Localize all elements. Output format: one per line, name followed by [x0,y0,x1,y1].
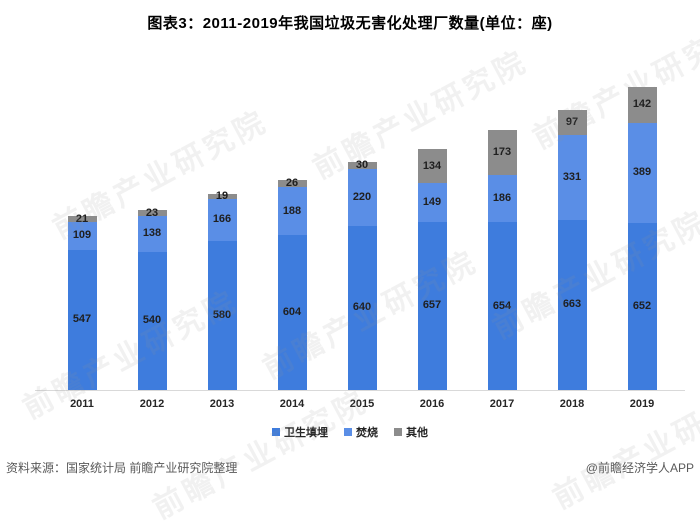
bar-value-label: 580 [212,309,232,322]
bar-column-2013: 580 166 19 [187,55,257,390]
bar-segment-焚烧: 109 [67,221,97,250]
x-tick-label-2011: 2011 [70,398,94,410]
bar-value-label: 109 [72,229,92,242]
bar-value-label: 166 [212,213,232,226]
bar-value-label: 604 [282,306,302,319]
bar-column-2015: 640 220 30 [327,55,397,390]
bar-value-label: 26 [285,177,299,190]
x-axis-line [35,390,685,391]
legend-item-卫生填埋: 卫生填埋 [272,424,328,440]
bar-value-label: 220 [352,191,372,204]
chart-legend: 卫生填埋 焚烧 其他 [0,424,700,440]
bar-value-label: 657 [422,299,442,312]
bar-value-label: 149 [422,195,442,208]
stacked-bar-2018: 663 331 97 [557,110,587,390]
bar-segment-卫生填埋: 663 [557,219,587,390]
bar-segment-焚烧: 188 [277,186,307,236]
bar-value-label: 134 [422,159,442,172]
bar-segment-卫生填埋: 540 [137,251,167,390]
bar-value-label: 30 [355,159,369,172]
bar-value-label: 540 [142,314,162,327]
chart-title: 图表3：2011-2019年我国垃圾无害化处理厂数量(单位：座) [147,15,553,32]
plot-area: 547 109 21 540 138 23 580 166 19 604 188 26 640 220 30… [47,55,677,390]
bar-value-label: 652 [632,299,652,312]
x-tick-label-2018: 2018 [559,398,585,410]
bar-value-label: 640 [352,301,372,314]
bar-segment-焚烧: 138 [137,216,167,252]
bar-segment-其他: 26 [277,177,307,190]
bar-value-label: 173 [492,145,512,158]
bar-value-label: 138 [142,227,162,240]
bar-column-2011: 547 109 21 [47,55,117,390]
x-tick-label-2016: 2016 [419,398,445,410]
stacked-bar-2019: 652 389 142 [627,86,657,390]
stacked-bar-2016: 657 149 134 [417,148,447,390]
bar-value-label: 188 [282,204,302,217]
legend-item-焚烧: 焚烧 [344,424,378,440]
x-axis-labels: 2011 2012 2013 2014 2015 2016 2017 2018 2019 [47,398,677,410]
bar-value-label: 654 [492,299,512,312]
legend-label: 焚烧 [356,427,378,439]
stacked-bar-2012: 540 138 23 [137,206,167,390]
bar-value-label: 389 [632,166,652,179]
bar-segment-卫生填埋: 657 [417,221,447,390]
bar-column-2016: 657 149 134 [397,55,467,390]
legend-swatch-icon [344,428,352,436]
stacked-bar-2015: 640 220 30 [347,159,377,390]
credit-note: @前瞻经济学人APP [585,461,694,475]
legend-swatch-icon [272,428,280,436]
bar-column-2012: 540 138 23 [117,55,187,390]
x-tick-label-2015: 2015 [349,398,375,410]
bar-value-label: 547 [72,313,92,326]
bar-column-2014: 604 188 26 [257,55,327,390]
bar-segment-其他: 97 [557,110,587,136]
x-tick-label-2012: 2012 [139,398,165,410]
x-tick-label-2014: 2014 [279,398,305,410]
stacked-bar-2011: 547 109 21 [67,213,97,390]
bar-value-label: 21 [75,212,89,225]
bar-value-label: 97 [565,116,579,129]
bar-segment-焚烧: 389 [627,123,657,223]
legend-label: 其他 [406,427,428,439]
bar-segment-其他: 173 [487,130,517,175]
x-tick-label-2017: 2017 [489,398,515,410]
bar-segment-其他: 134 [417,148,447,184]
stacked-bar-2017: 654 186 173 [487,130,517,390]
bar-segment-其他: 30 [347,159,377,172]
chart-footer: 资料来源：国家统计局 前瞻产业研究院整理 @前瞻经济学人APP [6,459,694,476]
bar-segment-其他: 19 [207,189,237,202]
bar-segment-卫生填埋: 652 [627,222,657,390]
bar-segment-其他: 21 [67,213,97,224]
bar-segment-焚烧: 186 [487,174,517,223]
legend-swatch-icon [394,428,402,436]
bar-column-2019: 652 389 142 [607,55,677,390]
stacked-bar-2013: 580 166 19 [207,189,237,390]
x-tick-label-2019: 2019 [629,398,655,410]
bar-segment-焚烧: 331 [557,135,587,220]
bar-segment-卫生填埋: 580 [207,241,237,390]
bar-segment-卫生填埋: 654 [487,222,517,390]
bar-column-2018: 663 331 97 [537,55,607,390]
bar-segment-焚烧: 220 [347,169,377,226]
bar-segment-卫生填埋: 547 [67,249,97,390]
bar-value-label: 186 [492,191,512,204]
x-tick-label-2013: 2013 [209,398,235,410]
bar-value-label: 663 [562,298,582,311]
legend-item-其他: 其他 [394,424,428,440]
source-note: 资料来源：国家统计局 前瞻产业研究院整理 [6,461,238,475]
bar-value-label: 23 [145,206,159,219]
bar-segment-卫生填埋: 640 [347,225,377,390]
stacked-bar-2014: 604 188 26 [277,177,307,390]
bar-segment-其他: 23 [137,206,167,219]
bar-segment-焚烧: 166 [207,198,237,242]
bar-value-label: 142 [632,98,652,111]
bar-column-2017: 654 186 173 [467,55,537,390]
bar-segment-其他: 142 [627,86,657,124]
bar-value-label: 19 [215,189,229,202]
bar-value-label: 331 [562,170,582,183]
legend-label: 卫生填埋 [284,427,328,439]
bar-segment-焚烧: 149 [417,183,447,222]
bar-segment-卫生填埋: 604 [277,235,307,390]
